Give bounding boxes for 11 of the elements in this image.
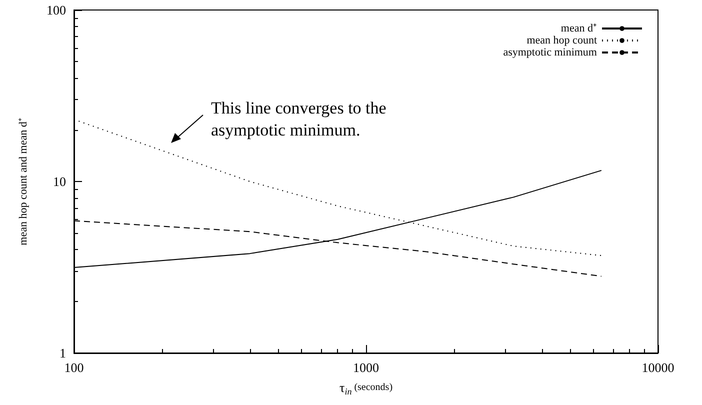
- annotation: This line converges to the asymptotic minimum.: [211, 98, 391, 140]
- x-tick-label: 1000: [353, 360, 379, 375]
- y-tick-label: 100: [46, 2, 66, 18]
- y-tick-label: 10: [53, 174, 66, 189]
- x-tick-label: 10000: [642, 360, 674, 375]
- legend-label: mean hop count: [526, 34, 597, 46]
- x-tick-label: 100: [64, 360, 84, 375]
- y-tick-label: 1: [60, 346, 66, 360]
- legend-label: asymptotic minimum: [503, 46, 598, 58]
- y-axis-title: mean hop count and mean d⁺: [18, 118, 30, 246]
- legend-label: mean d⁺: [560, 22, 597, 34]
